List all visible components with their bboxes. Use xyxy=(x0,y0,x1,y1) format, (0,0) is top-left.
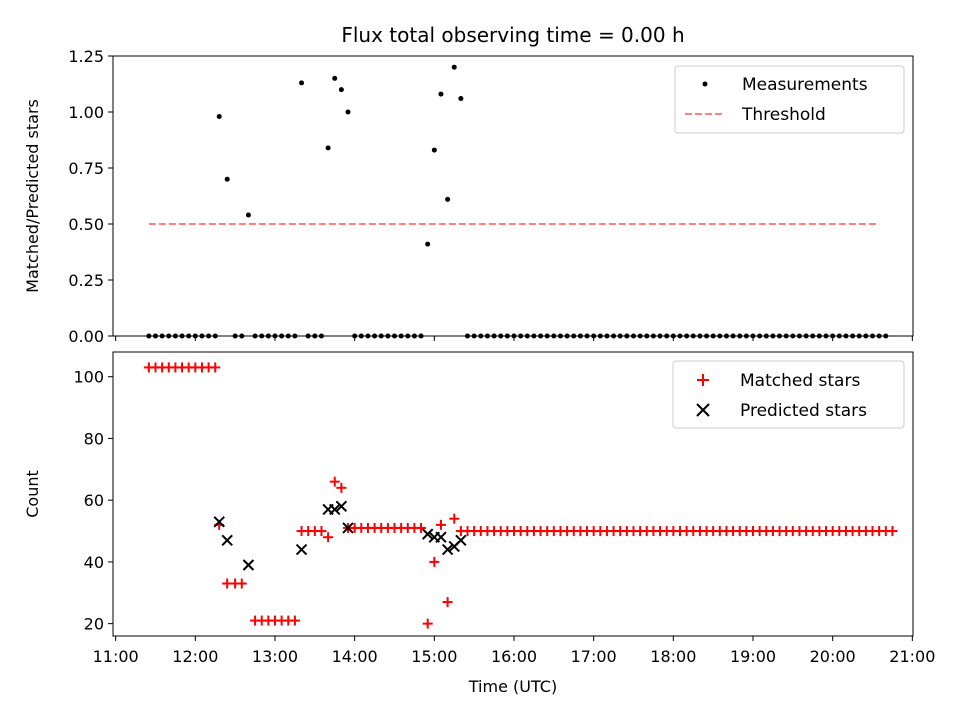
predicted-stars-point xyxy=(242,559,255,571)
measurement-point xyxy=(458,96,464,102)
predicted-stars-point xyxy=(441,543,454,556)
y-tick-label: 100 xyxy=(73,368,104,387)
matched-stars-point xyxy=(449,513,460,524)
matched-stars-point xyxy=(422,618,433,629)
x-tick-label: 21:00 xyxy=(889,647,935,666)
predicted-stars-point xyxy=(435,531,447,543)
matched-stars-point xyxy=(887,526,898,537)
x-tick-label: 11:00 xyxy=(93,647,139,666)
measurement-point xyxy=(245,212,251,218)
measurement-point xyxy=(438,91,444,97)
ratio-legend: Measurements Threshold xyxy=(674,65,905,134)
matched-stars-point xyxy=(210,362,221,373)
measurement-point xyxy=(216,113,222,119)
predicted-stars-point xyxy=(329,503,341,516)
matched-stars-point xyxy=(289,615,300,626)
ratio-y-axis-label: Matched/Predicted stars xyxy=(23,99,42,293)
matched-stars-point xyxy=(416,522,427,533)
count-y-axis-label: Count xyxy=(23,470,42,518)
predicted-stars-point xyxy=(295,543,308,556)
count-x-ticks: 11:00 12:00 13:00 14:00 15:00 16:00 17:00 18:00… xyxy=(93,636,935,666)
ratio-legend-box xyxy=(674,65,905,134)
predicted-stars-point xyxy=(213,516,225,528)
count-panel: 20 40 60 80 100 11:00 12:00 13:00 14:00 15:00 16:… xyxy=(23,351,935,696)
chart-title: Flux total observing time = 0.00 h xyxy=(341,23,684,47)
count-marks xyxy=(143,362,898,629)
x-tick-label: 18:00 xyxy=(650,647,696,666)
y-tick-label: 0.00 xyxy=(68,327,104,346)
x-axis-label: Time (UTC) xyxy=(468,677,557,696)
predicted-legend-label: Predicted stars xyxy=(740,401,867,421)
y-tick-label: 80 xyxy=(84,429,104,448)
matched-stars-point xyxy=(316,526,327,537)
matched-stars-point xyxy=(236,578,247,589)
matched-stars-point xyxy=(336,482,347,493)
matched-legend-marker xyxy=(697,374,709,386)
x-tick-label: 13:00 xyxy=(252,647,298,666)
matched-stars-point xyxy=(442,597,453,608)
y-tick-label: 1.00 xyxy=(68,103,104,122)
measurement-point xyxy=(325,145,331,151)
predicted-legend-marker xyxy=(696,403,710,417)
count-y-ticks: 20 40 60 80 100 xyxy=(73,368,113,634)
x-tick-label: 17:00 xyxy=(571,647,617,666)
measurement-point xyxy=(299,80,305,86)
y-tick-label: 1.25 xyxy=(68,47,104,66)
predicted-stars-point xyxy=(221,534,233,547)
y-tick-label: 20 xyxy=(84,615,104,634)
measurement-point xyxy=(431,147,437,153)
measurements-legend-marker xyxy=(702,81,708,87)
matched-legend-label: Matched stars xyxy=(740,371,860,391)
ratio-axes-frame xyxy=(112,55,914,337)
y-tick-label: 0.50 xyxy=(68,215,104,234)
x-tick-label: 20:00 xyxy=(810,647,856,666)
measurement-point xyxy=(425,241,431,247)
y-tick-label: 0.75 xyxy=(68,159,104,178)
y-tick-label: 0.25 xyxy=(68,271,104,290)
ratio-y-ticks: 0.00 0.25 0.50 0.75 1.00 1.25 xyxy=(68,47,113,346)
measurement-point xyxy=(224,176,230,182)
count-legend: Matched stars Predicted stars xyxy=(672,360,905,429)
predicted-stars-point xyxy=(455,534,467,547)
x-tick-label: 16:00 xyxy=(491,647,537,666)
count-axes-frame xyxy=(112,351,914,637)
measurement-point xyxy=(451,64,457,70)
x-tick-label: 15:00 xyxy=(411,647,457,666)
measurements-legend-label: Measurements xyxy=(742,75,868,95)
measurement-point xyxy=(332,75,338,81)
measurement-point xyxy=(345,109,351,115)
x-tick-label: 12:00 xyxy=(172,647,218,666)
predicted-stars-point xyxy=(342,522,354,534)
ratio-panel: 0.00 0.25 0.50 0.75 1.00 1.25 Matched/Predict… xyxy=(23,47,914,346)
matched-stars-point xyxy=(323,532,334,543)
ratio-x-ticks xyxy=(115,336,913,341)
threshold-legend-label: Threshold xyxy=(741,105,826,125)
x-tick-label: 19:00 xyxy=(730,647,776,666)
predicted-stars-point xyxy=(335,500,348,513)
matched-stars-point xyxy=(435,519,446,530)
matched-stars-point xyxy=(329,476,340,487)
count-legend-box xyxy=(672,360,905,429)
measurement-point xyxy=(338,87,344,93)
x-tick-label: 14:00 xyxy=(332,647,378,666)
predicted-stars-point xyxy=(421,528,434,540)
y-tick-label: 40 xyxy=(84,553,104,572)
measurement-point xyxy=(445,196,451,202)
y-tick-label: 60 xyxy=(84,491,104,510)
matched-stars-point xyxy=(429,556,440,567)
